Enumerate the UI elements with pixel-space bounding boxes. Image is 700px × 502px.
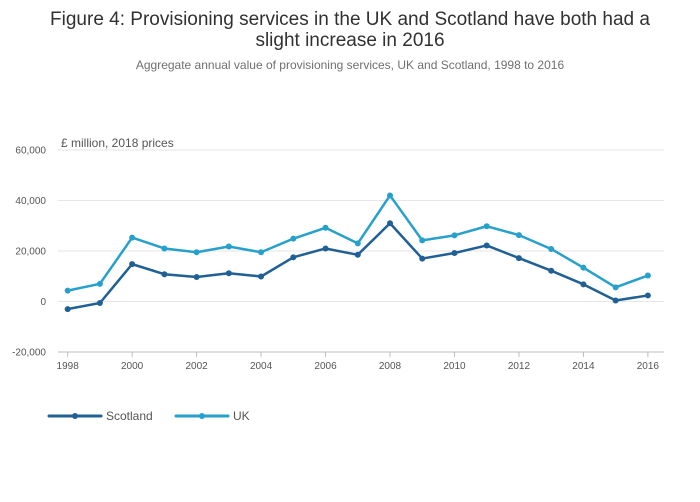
y-tick-label: -20,000 xyxy=(12,348,46,359)
data-point-scotland xyxy=(161,271,168,278)
data-point-uk xyxy=(451,232,458,239)
data-point-uk xyxy=(644,272,651,279)
legend-label-uk: UK xyxy=(233,409,250,423)
data-point-uk xyxy=(96,280,103,287)
data-point-scotland xyxy=(612,297,619,304)
chart-title-line-1: Figure 4: Provisioning services in the U… xyxy=(50,9,650,30)
x-tick-label: 2016 xyxy=(637,361,660,372)
data-point-uk xyxy=(387,192,394,199)
legend-marker-uk xyxy=(199,413,205,419)
data-point-scotland xyxy=(322,245,329,252)
data-point-scotland xyxy=(580,281,587,288)
data-point-uk xyxy=(161,245,168,252)
data-point-uk xyxy=(64,287,71,294)
series-scotland xyxy=(64,220,651,313)
x-tick-label: 2002 xyxy=(185,361,208,372)
chart-title-line-2: slight increase in 2016 xyxy=(255,30,444,51)
y-tick-label: 0 xyxy=(40,297,46,308)
data-point-uk xyxy=(580,264,587,271)
data-point-scotland xyxy=(258,273,265,280)
series-line-scotland xyxy=(66,221,650,311)
data-point-scotland xyxy=(548,267,555,274)
data-point-uk xyxy=(290,235,297,242)
data-point-uk xyxy=(193,249,200,256)
x-tick-label: 2014 xyxy=(572,361,595,372)
data-point-scotland xyxy=(129,261,136,268)
x-axis: 1998 2000 2002 2004 2006 2008 2010 2012 2014 2016 xyxy=(57,351,664,372)
data-point-scotland xyxy=(644,292,651,299)
data-point-uk xyxy=(322,224,329,231)
data-point-uk xyxy=(612,284,619,291)
chart-subtitle: Aggregate annual value of provisioning s… xyxy=(136,58,565,72)
data-point-scotland xyxy=(96,300,103,307)
y-axis-unit-label: £ million, 2018 prices xyxy=(61,136,174,150)
legend: Scotland UK xyxy=(47,409,250,423)
series-layer xyxy=(64,192,651,313)
x-tick-label: 1998 xyxy=(57,361,80,372)
data-point-scotland xyxy=(193,274,200,281)
data-point-scotland xyxy=(387,220,394,227)
y-tick-label: 60,000 xyxy=(15,146,46,157)
data-point-scotland xyxy=(354,251,361,258)
data-point-uk xyxy=(354,240,361,247)
data-point-scotland xyxy=(64,306,71,313)
legend-label-scotland: Scotland xyxy=(106,409,153,423)
series-uk xyxy=(64,192,651,294)
data-point-scotland xyxy=(419,255,426,262)
x-tick-label: 2004 xyxy=(250,361,273,372)
x-tick-label: 2006 xyxy=(314,361,337,372)
data-point-scotland xyxy=(225,270,232,277)
data-point-uk xyxy=(258,249,265,256)
data-point-uk xyxy=(225,243,232,250)
data-point-scotland xyxy=(290,254,297,261)
legend-item-uk[interactable]: UK xyxy=(174,409,250,423)
data-point-scotland xyxy=(483,242,490,249)
x-tick-label: 2010 xyxy=(443,361,466,372)
data-point-uk xyxy=(483,223,490,230)
y-tick-label: 40,000 xyxy=(15,196,46,207)
x-tick-label: 2012 xyxy=(508,361,531,372)
y-axis: -20,000 0 20,000 40,000 60,000 xyxy=(12,146,46,359)
legend-marker-scotland xyxy=(72,413,78,419)
data-point-uk xyxy=(515,232,522,239)
data-point-scotland xyxy=(451,250,458,257)
data-point-uk xyxy=(419,237,426,244)
y-tick-label: 20,000 xyxy=(15,247,46,258)
data-point-scotland xyxy=(515,255,522,262)
x-tick-label: 2000 xyxy=(121,361,144,372)
data-point-uk xyxy=(548,245,555,252)
legend-item-scotland[interactable]: Scotland xyxy=(47,409,153,423)
data-point-uk xyxy=(129,234,136,241)
x-tick-label: 2008 xyxy=(379,361,402,372)
